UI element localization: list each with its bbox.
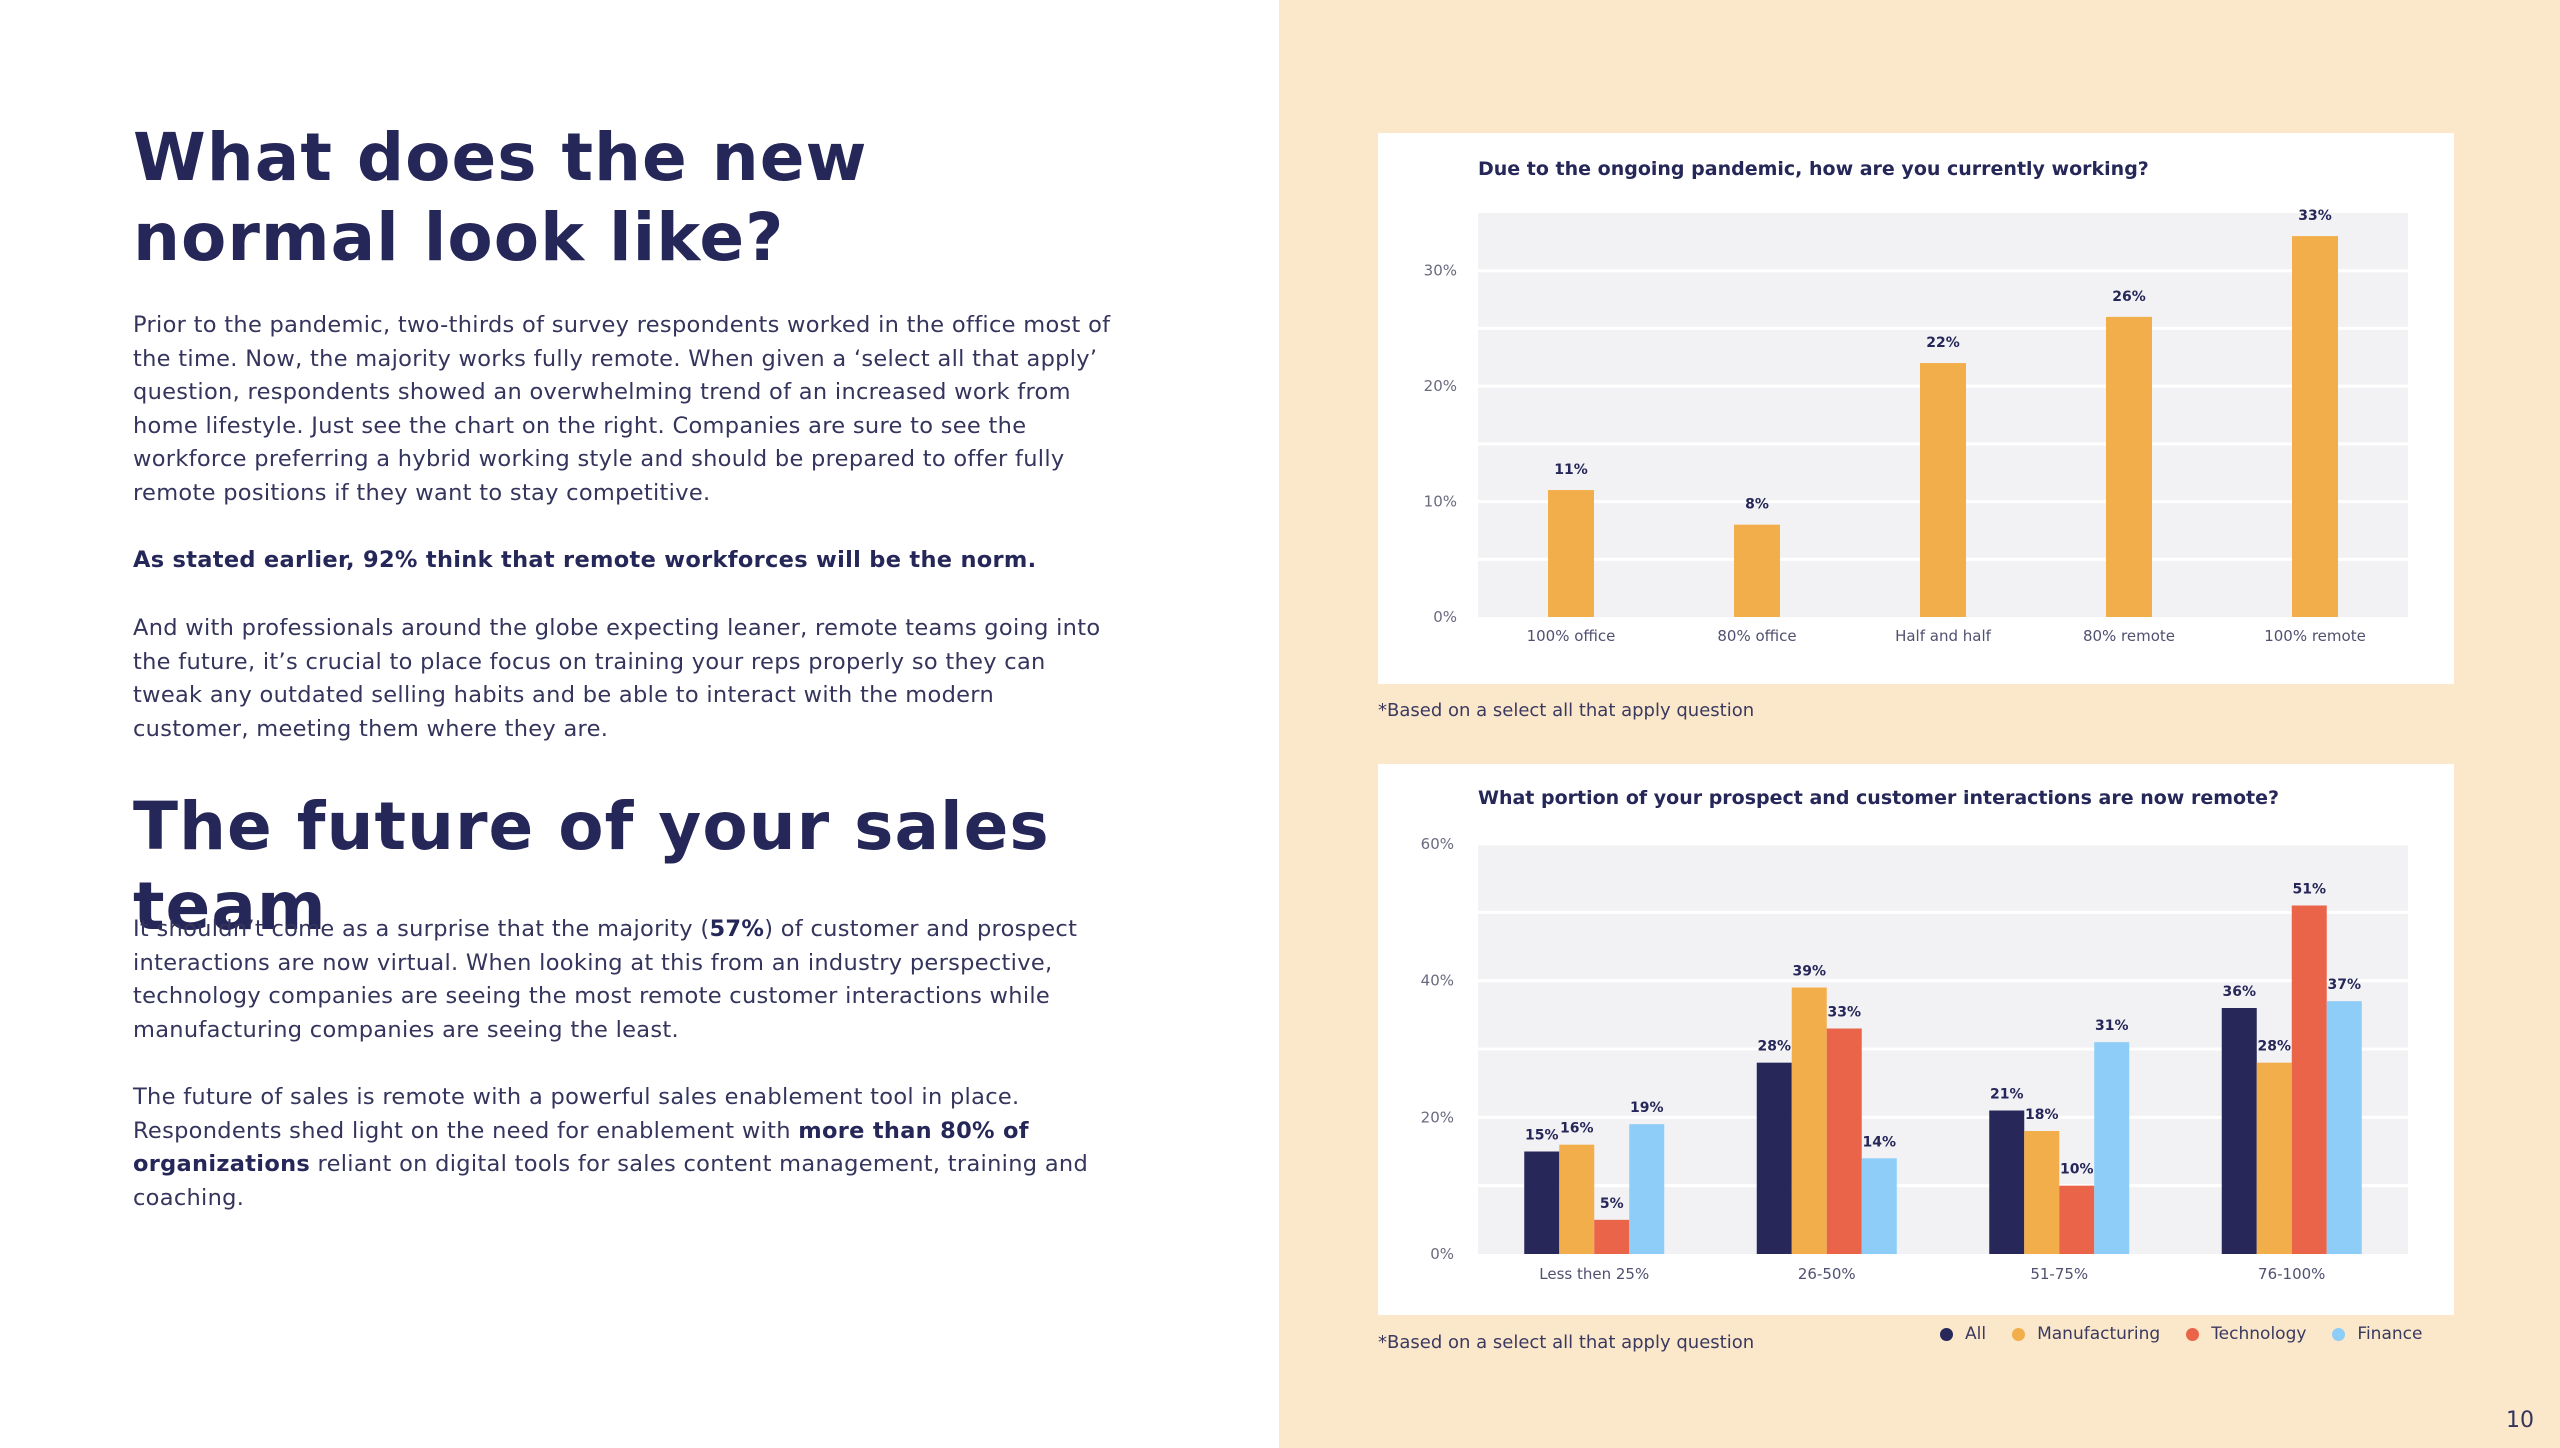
bar-value-label: 16% xyxy=(1560,1121,1594,1137)
bar-finance xyxy=(2094,1042,2130,1254)
bar-value-label: 5% xyxy=(1600,1196,1624,1212)
interactions-chart-card: What portion of your prospect and custom… xyxy=(1378,764,2454,1315)
legend-dot xyxy=(1940,1327,1953,1341)
bar-value-label: 31% xyxy=(2095,1018,2129,1034)
y-tick-label: 20% xyxy=(1421,1108,1454,1126)
bar-all xyxy=(1524,1151,1560,1254)
bar-value-label: 51% xyxy=(2292,882,2326,898)
legend-item-technology: Technology xyxy=(2186,1324,2306,1344)
bar-technology xyxy=(2291,905,2327,1254)
bar-finance xyxy=(2326,1001,2362,1254)
x-tick-label: 80% office xyxy=(1717,627,1796,645)
chart2-legend: All Manufacturing Technology Finance xyxy=(1940,1324,2422,1344)
x-tick-label: Less then 25% xyxy=(1539,1265,1649,1283)
majority-stat: 57% xyxy=(709,916,765,942)
bar-value-label: 37% xyxy=(2327,977,2361,993)
bar-value-label: 28% xyxy=(1757,1039,1791,1055)
bar-value-label: 22% xyxy=(1926,335,1960,351)
bar-finance xyxy=(1629,1124,1665,1254)
legend-label: Manufacturing xyxy=(2037,1324,2161,1344)
bar-manufacturing xyxy=(2024,1131,2060,1254)
legend-item-manufacturing: Manufacturing xyxy=(2012,1324,2160,1344)
bar-manufacturing xyxy=(2256,1062,2292,1254)
bar-value-label: 14% xyxy=(1862,1134,1896,1150)
x-tick-label: 76-100% xyxy=(2258,1265,2325,1283)
y-tick-label: 30% xyxy=(1424,262,1457,280)
bar-all xyxy=(2221,1008,2257,1254)
bar-value-label: 19% xyxy=(1630,1100,1664,1116)
legend-label: Technology xyxy=(2211,1324,2307,1344)
legend-item-all: All xyxy=(1940,1324,1986,1344)
legend-label: All xyxy=(1965,1324,1987,1344)
bar-value-label: 8% xyxy=(1745,497,1769,513)
bar-value-label: 11% xyxy=(1554,462,1588,478)
x-tick-label: 26-50% xyxy=(1798,1265,1856,1283)
y-tick-label: 0% xyxy=(1430,1245,1454,1263)
section-heading: The future of your sales team xyxy=(133,788,1050,945)
y-tick-label: 20% xyxy=(1424,377,1457,395)
x-tick-label: 100% office xyxy=(1527,627,1616,645)
page-number: 10 xyxy=(2506,1408,2534,1433)
chart-title: Due to the ongoing pandemic, how are you… xyxy=(1478,158,2149,180)
bar-value-label: 39% xyxy=(1792,964,1826,980)
bar-manufacturing xyxy=(1559,1144,1595,1254)
bar-all xyxy=(1989,1110,2025,1254)
enablement-text-c: reliant on digital tools for sales conte… xyxy=(133,1151,1089,1211)
bar xyxy=(2292,236,2338,617)
legend-item-finance: Finance xyxy=(2332,1324,2422,1344)
bar xyxy=(1548,490,1594,617)
enablement-paragraph: The future of sales is remote with a pow… xyxy=(133,1081,1113,1215)
enablement-text-a: The future of sales is remote with a pow… xyxy=(133,1084,1020,1144)
bar-technology xyxy=(2059,1185,2095,1254)
x-tick-label: 80% remote xyxy=(2083,627,2175,645)
bar xyxy=(2106,316,2152,617)
bar xyxy=(1920,363,1966,617)
bar-manufacturing xyxy=(1791,987,1827,1254)
chart-title: What portion of your prospect and custom… xyxy=(1478,787,2279,809)
chart2-footnote: *Based on a select all that apply questi… xyxy=(1378,1332,1755,1353)
majority-paragraph: It shouldn’t come as a surprise that the… xyxy=(133,913,1113,1047)
majority-text-a: It shouldn’t come as a surprise that the… xyxy=(133,916,710,942)
bar-value-label: 28% xyxy=(2257,1039,2291,1055)
bar-technology xyxy=(1594,1219,1630,1254)
bar-value-label: 18% xyxy=(2025,1107,2059,1123)
x-tick-label: Half and half xyxy=(1895,627,1992,645)
bar-finance xyxy=(1861,1158,1897,1254)
bar xyxy=(1734,524,1780,617)
y-tick-label: 60% xyxy=(1421,835,1454,853)
legend-dot xyxy=(2012,1327,2026,1341)
legend-dot xyxy=(2332,1327,2346,1341)
training-paragraph: And with professionals around the globe … xyxy=(133,615,1101,742)
enablement-stat: more than 80% of organizations xyxy=(133,1117,1029,1178)
working-chart-card: Due to the ongoing pandemic, how are you… xyxy=(1378,133,2454,684)
bar-value-label: 33% xyxy=(1827,1005,1861,1021)
working-chart: Due to the ongoing pandemic, how are you… xyxy=(1424,158,2408,645)
x-tick-label: 100% remote xyxy=(2264,627,2366,645)
bar-technology xyxy=(1826,1028,1862,1254)
page-heading: What does the new normal look like? xyxy=(133,119,868,276)
legend-dot xyxy=(2186,1327,2200,1341)
chart1-footnote: *Based on a select all that apply questi… xyxy=(1378,700,1755,721)
bar-value-label: 15% xyxy=(1525,1128,1559,1144)
bar-value-label: 10% xyxy=(2060,1162,2094,1178)
bar-all xyxy=(1756,1062,1792,1254)
y-tick-label: 10% xyxy=(1424,493,1457,511)
bar-value-label: 21% xyxy=(1990,1087,2024,1103)
legend-label: Finance xyxy=(2357,1324,2423,1344)
y-tick-label: 0% xyxy=(1433,608,1457,626)
x-tick-label: 51-75% xyxy=(2030,1265,2088,1283)
majority-text-c: ) of customer and prospect interactions … xyxy=(133,916,1078,1043)
bar-value-label: 36% xyxy=(2222,984,2256,1000)
bar-value-label: 26% xyxy=(2112,289,2146,305)
highlight-paragraph: As stated earlier, 92% think that remote… xyxy=(133,547,1037,573)
bar-value-label: 33% xyxy=(2298,208,2332,224)
y-tick-label: 40% xyxy=(1421,972,1454,990)
intro-paragraph: Prior to the pandemic, two-thirds of sur… xyxy=(133,312,1111,506)
interactions-chart: What portion of your prospect and custom… xyxy=(1421,787,2408,1283)
